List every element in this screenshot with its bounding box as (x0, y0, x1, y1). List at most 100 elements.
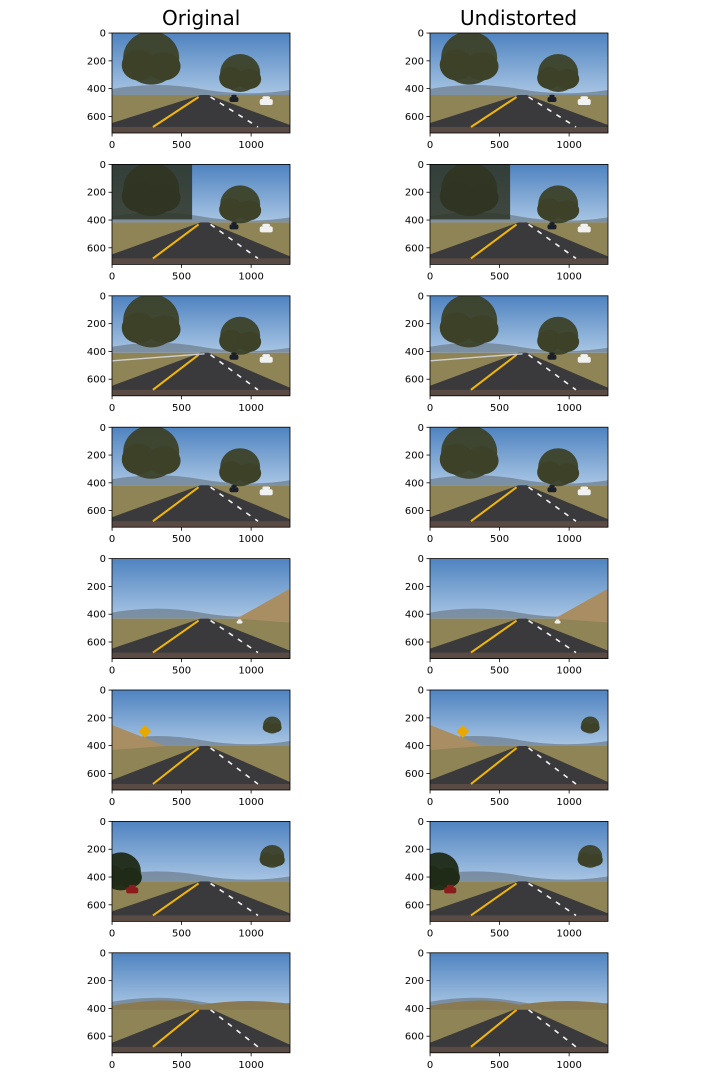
car (259, 226, 273, 233)
road (112, 746, 290, 790)
y-tick-label: 200 (405, 976, 424, 987)
x-tick-label: 1000 (556, 666, 581, 677)
distant-hills (430, 871, 608, 882)
y-tick-label: 0 (418, 554, 424, 565)
x-tick-label: 500 (490, 1060, 509, 1071)
y-tick-label: 0 (100, 554, 106, 565)
axes-frame (429, 821, 609, 922)
x-tick-label: 500 (172, 403, 191, 414)
panel-image (430, 558, 608, 659)
panel-original-6: 0 200 400 600 0 500 1000 (87, 686, 291, 808)
y-tick-label: 200 (405, 451, 424, 462)
hood (430, 258, 608, 265)
sky (112, 821, 290, 882)
y-tick-label: 200 (87, 845, 106, 856)
hill (554, 588, 608, 623)
road (430, 222, 608, 265)
axes-frame (111, 821, 291, 922)
axes-frame (111, 163, 291, 265)
car (577, 226, 591, 233)
y-tick-label: 400 (87, 873, 106, 884)
car (229, 224, 239, 230)
x-tick-label: 0 (109, 928, 115, 939)
x-tick-label: 0 (427, 403, 433, 414)
x-tick-label: 1000 (238, 271, 263, 282)
y-tick-label: 0 (100, 291, 106, 302)
hood (112, 1046, 290, 1053)
white-lane (528, 619, 577, 654)
yellow-lane (470, 1009, 518, 1048)
road (430, 618, 608, 659)
x-tick-label: 1000 (238, 1060, 263, 1071)
road (430, 746, 608, 790)
road (430, 352, 608, 396)
panel-original-7: 0 200 400 600 0 500 1000 (87, 817, 291, 939)
y-tick-label: 600 (405, 769, 424, 780)
panel-original-8: 0 200 400 600 0 500 1000 (87, 948, 291, 1071)
y-tick-label: 200 (405, 188, 424, 199)
y-tick-label: 200 (87, 451, 106, 462)
yellow-lane (152, 96, 200, 128)
y-tick-label: 200 (405, 319, 424, 330)
x-tick-label: 0 (109, 797, 115, 808)
y-tick-label: 400 (87, 610, 106, 621)
x-tick-label: 0 (109, 403, 115, 414)
road (112, 485, 290, 528)
white-lane (210, 223, 259, 260)
y-tick-label: 0 (418, 29, 424, 40)
car (577, 489, 591, 496)
road (430, 485, 608, 528)
x-tick-label: 0 (109, 666, 115, 677)
white-lane (210, 486, 259, 522)
y-tick-label: 200 (405, 713, 424, 724)
y-tick-label: 400 (405, 741, 424, 752)
distant-hills (430, 608, 608, 619)
y-tick-label: 600 (87, 769, 106, 780)
x-tick-label: 1000 (556, 797, 581, 808)
y-tick-label: 600 (87, 900, 106, 911)
x-tick-label: 500 (490, 271, 509, 282)
car (126, 887, 139, 894)
panel-undistorted-2: 0 200 400 600 0 500 1000 (405, 160, 609, 282)
x-tick-label: 0 (427, 534, 433, 545)
hood (112, 258, 290, 265)
panel-original-2: 0 200 400 600 0 500 1000 (87, 160, 291, 282)
white-lane (528, 223, 577, 260)
x-tick-label: 0 (109, 271, 115, 282)
yellow-lane (470, 223, 518, 260)
x-tick-label: 1000 (238, 403, 263, 414)
road (430, 881, 608, 922)
distant-hills (112, 85, 290, 95)
hill (430, 725, 484, 750)
axes-frame (111, 558, 291, 659)
distant-hills (112, 871, 290, 882)
y-tick-label: 0 (100, 817, 106, 828)
panel-undistorted-8: 0 200 400 600 0 500 1000 (405, 948, 609, 1071)
y-tick-label: 200 (87, 582, 106, 593)
hood (430, 521, 608, 528)
y-tick-label: 600 (405, 1032, 424, 1043)
x-tick-label: 500 (490, 534, 509, 545)
y-tick-label: 200 (87, 319, 106, 330)
panel-original-5: 0 200 400 600 0 500 1000 (87, 554, 291, 677)
canopy (112, 164, 193, 220)
x-tick-label: 0 (427, 797, 433, 808)
hood (430, 784, 608, 790)
x-tick-label: 500 (172, 797, 191, 808)
axes-frame (429, 32, 609, 134)
x-tick-label: 0 (427, 666, 433, 677)
yellow-lane (470, 354, 518, 391)
y-tick-label: 400 (405, 347, 424, 358)
distant-hills (112, 608, 290, 619)
panel-image (430, 690, 608, 790)
y-tick-label: 400 (87, 1004, 106, 1015)
panel-image (112, 952, 290, 1053)
axes-frame (429, 163, 609, 265)
panel-image (430, 295, 608, 396)
y-tick-label: 200 (87, 56, 106, 67)
y-tick-label: 0 (418, 160, 424, 171)
panel-original-1: 0 200 400 600 0 500 1000 (87, 29, 291, 151)
hood (430, 389, 608, 396)
road (112, 1007, 290, 1053)
panel-image (430, 164, 608, 265)
